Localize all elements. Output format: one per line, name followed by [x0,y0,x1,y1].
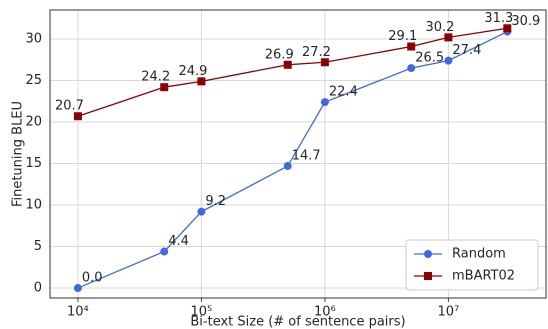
data-label: 27.4 [452,43,481,58]
data-label: 20.7 [55,99,84,114]
marker [320,58,329,67]
data-label: 26.9 [265,47,294,62]
legend-label: Random [452,247,506,262]
y-tick-label: 15 [25,156,42,171]
marker [197,77,206,86]
marker [197,207,206,216]
marker [444,33,453,42]
x-tick-label: 10⁷ [438,305,460,320]
data-label: 29.1 [388,29,417,44]
series-line [77,30,508,289]
marker [444,56,453,65]
marker [160,247,169,256]
data-label: 9.2 [205,194,226,209]
data-label: 0.0 [82,271,103,286]
y-tick-label: 0 [34,281,42,296]
marker [407,42,416,51]
data-label: 22.4 [329,85,358,100]
marker [283,162,292,171]
x-tick-label: 10⁶ [314,305,336,320]
y-tick-label: 25 [25,73,42,88]
y-tick-label: 10 [25,198,42,213]
plot-frame [49,9,547,299]
marker [73,284,82,293]
marker [503,24,512,33]
data-label: 30.2 [425,20,454,35]
legend-marker [424,272,432,280]
marker [73,112,82,121]
marker [160,83,169,92]
x-axis-label: Bi-text Size (# of sentence pairs) [190,315,405,329]
data-label: 26.5 [415,51,444,66]
marker [320,98,329,107]
marker [407,64,416,73]
y-tick-label: 5 [34,239,42,254]
y-tick-label: 30 [25,32,42,47]
y-axis-label: Finetuning BLEU [11,101,26,207]
legend-marker [424,250,432,258]
data-label: 24.9 [178,64,207,79]
legend-label: mBART02 [452,269,515,284]
x-tick-label: 10⁵ [191,305,213,320]
data-label: 4.4 [168,234,189,249]
data-label: 24.2 [141,70,170,85]
x-tick-label: 10⁴ [67,305,89,320]
data-label: 31.3 [484,11,513,26]
y-tick-label: 20 [25,115,42,130]
marker [283,60,292,69]
data-label: 30.9 [511,14,540,29]
data-label: 14.7 [292,149,321,164]
legend-box [405,239,539,291]
series-line [77,27,508,117]
data-label: 27.2 [302,45,331,60]
